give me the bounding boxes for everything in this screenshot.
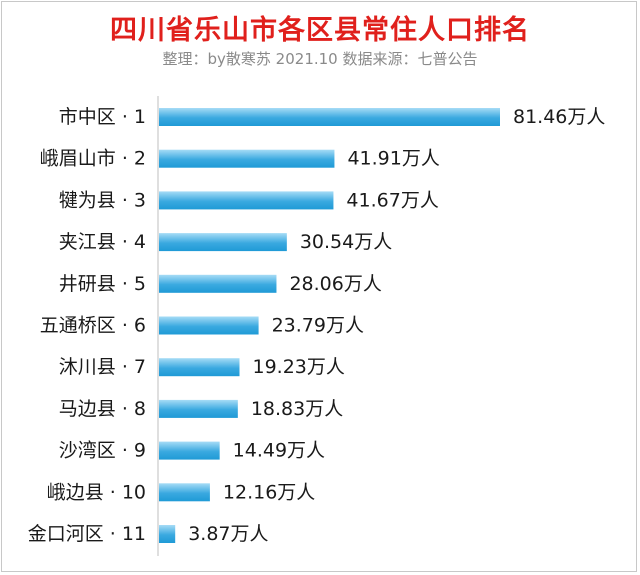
category-label: 马边县 · 8: [59, 398, 146, 420]
bar: [159, 191, 334, 210]
category-label: 峨眉山市 · 2: [40, 148, 146, 170]
category-label: 市中区 · 1: [59, 106, 146, 128]
category-label: 沐川县 · 7: [59, 356, 146, 378]
bar: [159, 108, 500, 126]
bar: [159, 358, 240, 377]
category-label: 五通桥区 · 6: [40, 315, 146, 337]
bar: [159, 316, 259, 335]
chart-title: 四川省乐山市各区县常住人口排名: [110, 15, 530, 46]
bar: [159, 483, 210, 502]
value-label: 23.79万人: [272, 315, 364, 337]
category-label: 峨边县 · 10: [47, 481, 146, 503]
value-label: 18.83万人: [251, 398, 343, 420]
bar: [159, 233, 287, 252]
value-label: 3.87万人: [188, 523, 268, 545]
bar: [159, 399, 238, 418]
value-label: 30.54万人: [300, 231, 392, 253]
value-label: 14.49万人: [233, 440, 325, 462]
category-label: 井研县 · 5: [59, 273, 146, 295]
value-label: 41.67万人: [346, 189, 438, 211]
bar: [159, 149, 335, 168]
bar: [159, 525, 176, 543]
chart-subtitle: 整理：by散寒苏 2021.10 数据来源：七普公告: [162, 50, 478, 68]
value-label: 19.23万人: [252, 356, 344, 378]
category-label: 犍为县 · 3: [59, 189, 146, 211]
category-label: 夹江县 · 4: [59, 231, 146, 253]
bar: [159, 274, 277, 293]
category-label: 金口河区 · 11: [28, 523, 146, 545]
value-label: 81.46万人: [513, 106, 605, 128]
bar: [159, 441, 220, 460]
value-label: 12.16万人: [223, 481, 315, 503]
value-label: 41.91万人: [347, 148, 439, 170]
category-label: 沙湾区 · 9: [59, 440, 146, 462]
value-label: 28.06万人: [289, 273, 381, 295]
